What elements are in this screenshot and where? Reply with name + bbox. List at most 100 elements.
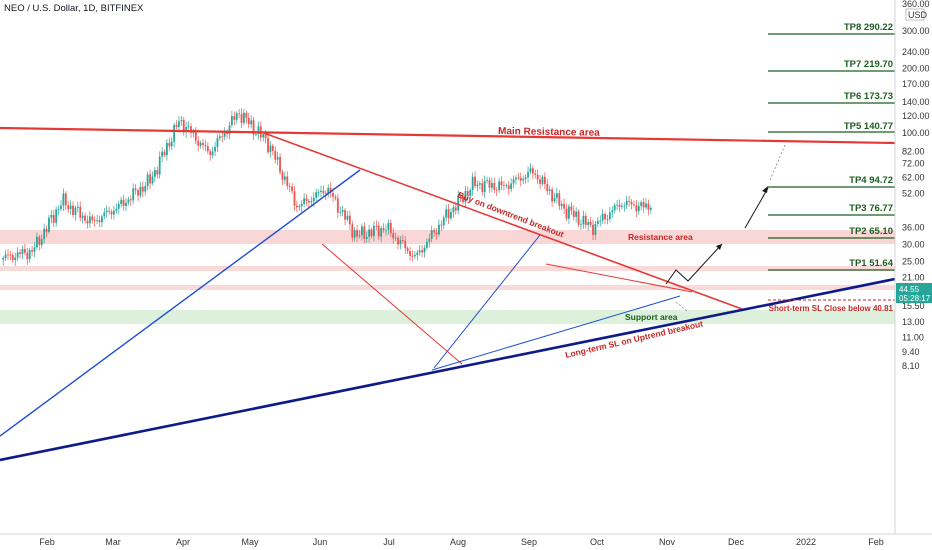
candle-body [589,221,592,225]
candle-body [625,200,628,206]
candle-body [361,226,363,236]
candle-body [101,216,103,223]
time-axis[interactable]: Feb Mar Apr May Jun Jul Aug Sep Oct Nov Dec 2022 Feb [0,533,932,547]
currency-badge [905,8,925,21]
candle-body [120,199,123,205]
candle-body [433,230,436,233]
price-tick-label: 300.00 [902,26,930,36]
candle-body [74,207,77,216]
candle-body [618,204,621,207]
candle-body [72,205,74,216]
candle-body [279,157,281,173]
candle-body [168,142,171,147]
main-resistance-line [0,126,896,145]
time-tick-label: Aug [450,537,466,547]
candle-body [534,173,537,175]
candle-body [336,198,339,213]
short-term-sl-label: Short-term SL Close below 40.81 [769,304,894,313]
candle-body [127,199,130,203]
candle-body [505,185,508,187]
tp4-label: TP4 94.72 [849,175,893,186]
candle-body [515,177,517,180]
candle-body [26,252,29,260]
candle-body [283,176,286,180]
candle-body [255,134,257,135]
support-zone [0,310,895,324]
candle-body [647,203,650,210]
time-tick-label: Feb [39,537,55,547]
support-area-label: Support area [625,312,678,322]
candle-body [122,199,125,206]
candle-body [163,151,166,156]
price-axis[interactable]: 360.00 USD 300.00 240.00 200.00 170.00 140.0… [894,0,932,534]
candle-body [69,205,72,210]
price-axis-bg [895,0,932,534]
tp5-label: TP5 140.77 [844,121,893,132]
candle-body [36,236,38,248]
candle-body [45,228,48,232]
candle-body [202,142,204,145]
candle-body [315,192,318,198]
sl-pointer [675,301,689,313]
tp2-label: TP2 65.10 [849,226,893,237]
candle-body [151,176,154,184]
main-resistance-label: Main Resistance area [498,126,600,139]
candle-body [305,198,308,201]
price-tick-label: 8.10 [902,361,920,371]
candle-body [60,205,62,210]
candle-body [317,191,320,193]
candle-body [76,206,79,208]
candle-body [363,226,366,239]
candle-body [411,255,414,257]
candle-body [298,206,301,208]
candle-body [180,119,183,122]
major-support-line [0,277,896,462]
candle-body [96,220,98,222]
candle-body [423,247,426,253]
candle-body [98,220,101,223]
candle-body [645,203,647,208]
candle-body [276,157,279,160]
price-top-label: 360.00 [902,0,930,9]
candle-body [144,185,147,192]
candle-body [401,240,404,241]
candle-body [125,202,127,206]
candle-body [382,228,385,231]
candle-body [640,202,643,206]
candle-body [245,112,248,118]
chart-title: NEO / U.S. Dollar, 1D, BITFINEX [4,3,144,14]
candle-body [199,142,202,146]
candle-body [481,183,484,193]
downtrend-line [263,132,743,310]
tp6-label: TP6 173.73 [844,91,893,102]
candle-body [105,210,108,213]
candle-body [392,233,395,239]
candle-body [300,203,303,207]
candle-body [218,136,221,139]
candle-body [206,146,209,152]
candle-body [356,230,358,237]
june-downtrend-line [321,243,463,365]
candle-body [113,210,115,215]
price-tick-label: 21.00 [902,273,925,283]
projection-arrowhead [716,244,722,250]
candle-body [529,168,532,172]
time-tick-label: Feb [868,537,884,547]
candle-body [387,222,390,230]
candle-body [166,142,168,156]
candle-body [428,238,431,242]
current-range-band [0,285,895,290]
candle-body [406,248,409,251]
candle-body [560,203,563,207]
candle-body [452,207,455,213]
candle-body [293,191,296,206]
candle-body [558,193,561,207]
candle-body [190,126,192,133]
candle-body [426,241,428,248]
candle-body [271,145,274,151]
price-tick-label: 25.00 [902,257,925,267]
candle-body [291,186,293,192]
candle-body [404,240,407,249]
candle-body [153,170,156,177]
